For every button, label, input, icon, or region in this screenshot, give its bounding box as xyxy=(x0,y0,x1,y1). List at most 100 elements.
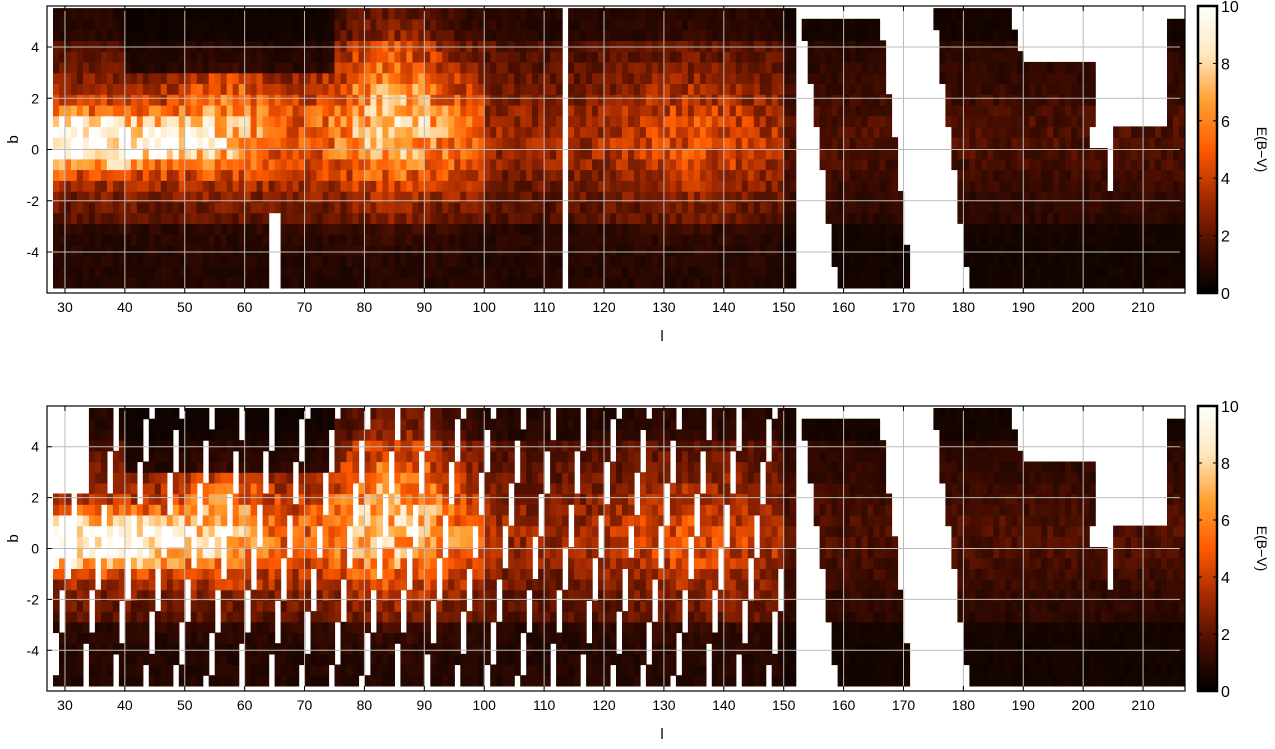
heatmap-cell xyxy=(670,245,677,256)
heatmap-cell xyxy=(143,30,150,41)
heatmap-cell xyxy=(868,202,875,213)
heatmap-cell xyxy=(993,170,1000,181)
heatmap-cell xyxy=(568,213,575,224)
heatmap-cell xyxy=(544,266,551,277)
heatmap-cell xyxy=(185,94,192,105)
heatmap-cell xyxy=(766,234,773,245)
heatmap-cell xyxy=(197,419,204,430)
heatmap-cell xyxy=(1113,245,1120,256)
heatmap-cell xyxy=(574,180,581,191)
heatmap-cell xyxy=(143,170,150,181)
heatmap-cell xyxy=(850,159,857,170)
heatmap-cell xyxy=(95,277,102,288)
heatmap-cell xyxy=(784,170,791,181)
heatmap-cell xyxy=(191,159,198,170)
heatmap-cell xyxy=(155,633,162,644)
heatmap-cell xyxy=(832,40,839,51)
heatmap-cell xyxy=(742,8,749,19)
heatmap-cell xyxy=(191,462,198,473)
heatmap-cell xyxy=(83,202,90,213)
heatmap-cell xyxy=(712,180,719,191)
heatmap-cell xyxy=(281,40,288,51)
heatmap-cell xyxy=(131,633,138,644)
heatmap-cell xyxy=(209,451,216,462)
heatmap-cell xyxy=(101,622,108,633)
heatmap-cell xyxy=(221,633,228,644)
heatmap-cell xyxy=(364,170,371,181)
heatmap-cell xyxy=(790,83,797,94)
heatmap-cell xyxy=(640,40,647,51)
heatmap-cell xyxy=(161,137,168,148)
heatmap-cell xyxy=(676,277,683,288)
heatmap-cell xyxy=(712,234,719,245)
heatmap-cell xyxy=(724,223,731,234)
heatmap-cell xyxy=(862,213,869,224)
heatmap-cell xyxy=(724,170,731,181)
heatmap-cell xyxy=(1041,170,1048,181)
heatmap-cell xyxy=(167,440,174,451)
heatmap-cell xyxy=(586,170,593,181)
heatmap-cell xyxy=(700,116,707,127)
heatmap-cell xyxy=(1131,266,1138,277)
heatmap-cell xyxy=(161,62,168,73)
heatmap-cell xyxy=(682,245,689,256)
heatmap-cell xyxy=(149,277,156,288)
heatmap-cell xyxy=(868,94,875,105)
heatmap-cell xyxy=(436,137,443,148)
heatmap-cell xyxy=(766,40,773,51)
heatmap-cell xyxy=(233,223,240,234)
heatmap-cell xyxy=(65,30,72,41)
heatmap-cell xyxy=(1005,234,1012,245)
heatmap-cell xyxy=(1167,256,1174,267)
heatmap-cell xyxy=(484,126,491,137)
heatmap-cell xyxy=(1035,213,1042,224)
heatmap-cell xyxy=(628,40,635,51)
heatmap-cell xyxy=(209,245,216,256)
heatmap-cell xyxy=(125,462,132,473)
heatmap-cell xyxy=(394,202,401,213)
heatmap-cell xyxy=(736,73,743,84)
heatmap-cell xyxy=(526,73,533,84)
heatmap-cell xyxy=(101,440,108,451)
heatmap-cell xyxy=(275,180,282,191)
heatmap-cell xyxy=(125,526,132,537)
heatmap-cell xyxy=(550,159,557,170)
heatmap-cell xyxy=(107,536,114,547)
heatmap-cell xyxy=(329,202,336,213)
heatmap-cell xyxy=(185,51,192,62)
heatmap-cell xyxy=(251,40,258,51)
heatmap-cell xyxy=(844,105,851,116)
heatmap-cell xyxy=(520,126,527,137)
heatmap-cell xyxy=(101,30,108,41)
heatmap-cell xyxy=(161,94,168,105)
heatmap-cell xyxy=(1167,213,1174,224)
heatmap-cell xyxy=(113,558,120,569)
x-tick-label: 60 xyxy=(237,299,253,315)
heatmap-cell xyxy=(502,202,509,213)
heatmap-cell xyxy=(203,223,210,234)
heatmap-cell xyxy=(197,408,204,419)
heatmap-cell xyxy=(424,159,431,170)
heatmap-cell xyxy=(520,170,527,181)
heatmap-cell xyxy=(1065,94,1072,105)
heatmap-cell xyxy=(604,116,611,127)
heatmap-cell xyxy=(676,213,683,224)
heatmap-cell xyxy=(53,675,60,686)
heatmap-cell xyxy=(945,94,952,105)
heatmap-cell xyxy=(508,223,515,234)
heatmap-cell xyxy=(532,51,539,62)
heatmap-cell xyxy=(1161,202,1168,213)
heatmap-cell xyxy=(311,73,318,84)
heatmap-cell xyxy=(347,62,354,73)
heatmap-cell xyxy=(874,213,881,224)
heatmap-cell xyxy=(706,30,713,41)
heatmap-cell xyxy=(502,30,509,41)
heatmap-cell xyxy=(856,105,863,116)
colorbar-tick-label: 6 xyxy=(1221,114,1230,131)
heatmap-cell xyxy=(173,213,180,224)
heatmap-cell xyxy=(209,126,216,137)
heatmap-cell xyxy=(688,51,695,62)
heatmap-cell xyxy=(131,159,138,170)
heatmap-cell xyxy=(275,159,282,170)
heatmap-cell xyxy=(868,277,875,288)
